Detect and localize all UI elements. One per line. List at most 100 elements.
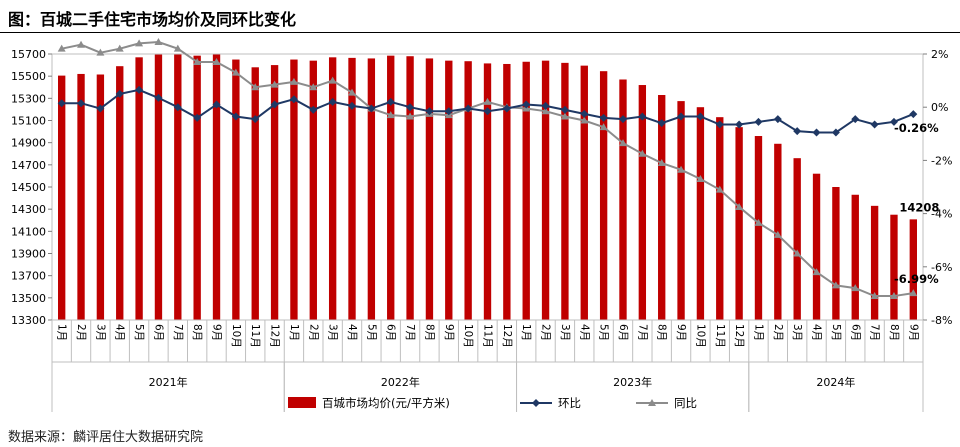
mom-point <box>696 112 705 121</box>
year-label: 2022年 <box>381 375 420 389</box>
axis-labels: 13300 13500 13700 13900 14100 14300 14500 14700… <box>11 48 952 389</box>
yoy-last-value-label: -6.99% <box>894 272 939 286</box>
left-tick-label: 15700 <box>11 48 46 61</box>
right-tick-label: 2% <box>931 48 948 61</box>
source-note: 数据来源：麟评居住大数据研究院 <box>8 430 204 445</box>
month-label: 11月 <box>482 324 494 348</box>
mom-point <box>909 110 918 119</box>
yoy-point <box>657 159 666 167</box>
yoy-point <box>251 83 260 91</box>
yoy-point <box>831 281 840 289</box>
yoy-point <box>560 112 569 120</box>
mom-point <box>425 107 434 116</box>
yoy-point <box>638 149 647 157</box>
month-label: 9月 <box>211 324 223 341</box>
month-label: 2月 <box>772 324 784 341</box>
price-bar <box>96 74 105 320</box>
price-bar <box>851 194 859 320</box>
mom-point <box>889 117 898 126</box>
yoy-point <box>541 107 550 115</box>
left-tick-label: 13900 <box>11 248 46 261</box>
yoy-point <box>812 268 821 276</box>
mom-point <box>754 117 763 126</box>
price-bar <box>658 95 666 320</box>
mom-point <box>502 104 511 113</box>
mom-point <box>96 104 105 113</box>
price-bar <box>290 59 298 321</box>
yoy-point <box>715 185 724 193</box>
yoy-point <box>96 48 105 56</box>
yoy-point <box>115 44 124 52</box>
month-label: 3月 <box>559 324 571 341</box>
yoy-point <box>193 57 202 65</box>
mom-point <box>444 107 453 116</box>
left-tick-label: 14500 <box>11 181 46 194</box>
mom-point <box>618 115 627 124</box>
month-label: 11月 <box>714 324 726 348</box>
month-label: 12月 <box>269 324 281 348</box>
yoy-point <box>289 77 298 85</box>
left-tick-label: 13700 <box>11 270 46 283</box>
yoy-point <box>270 80 279 88</box>
mom-point <box>135 85 144 94</box>
yoy-point <box>154 38 163 46</box>
mom-point <box>328 97 337 106</box>
right-tick-label: -8% <box>931 314 952 327</box>
right-tick-label: -6% <box>931 261 952 274</box>
month-label: 5月 <box>133 324 145 341</box>
mom-point <box>251 115 260 124</box>
mom-point <box>599 113 608 122</box>
month-label: 10月 <box>462 324 474 348</box>
price-bar <box>251 67 259 320</box>
price-bar <box>406 56 414 320</box>
yoy-point <box>580 116 589 124</box>
price-bar <box>193 55 201 320</box>
mom-point <box>348 101 357 110</box>
price-bar <box>870 205 879 320</box>
price-bar <box>638 85 647 321</box>
mom-point <box>580 109 589 118</box>
price-bar <box>483 63 492 320</box>
mom-point <box>406 103 415 112</box>
month-label: 4月 <box>114 324 126 341</box>
yoy-point <box>348 88 357 96</box>
month-label: 5月 <box>365 324 377 341</box>
month-label: 4月 <box>346 324 358 341</box>
price-bar <box>445 60 453 321</box>
mom-point <box>367 104 376 113</box>
yoy-point <box>599 123 608 131</box>
chart-canvas: 13300 13500 13700 13900 14100 14300 14500 14700… <box>11 38 952 412</box>
month-label: 11月 <box>249 324 261 348</box>
price-bar <box>561 62 569 320</box>
price-bar <box>348 57 356 321</box>
mom-point <box>154 93 163 102</box>
yoy-point <box>793 249 802 257</box>
chart-title: 图：百城二手住宅市场均价及同环比变化 <box>8 10 297 29</box>
mom-last-value-label: -0.26% <box>894 121 939 135</box>
mom-point <box>793 127 802 136</box>
month-label: 3月 <box>94 324 106 341</box>
price-bar <box>464 61 472 321</box>
month-label: 3月 <box>791 324 803 341</box>
month-label: 12月 <box>501 324 513 348</box>
price-bar <box>812 173 821 320</box>
yoy-point <box>889 292 898 300</box>
mom-point <box>831 128 840 137</box>
mom-point <box>483 107 492 116</box>
yoy-point <box>870 292 879 300</box>
price-bar <box>580 65 588 320</box>
month-label: 7月 <box>869 324 881 341</box>
month-label: 5月 <box>830 324 842 341</box>
mom-point <box>386 97 395 106</box>
mom-point <box>560 105 569 114</box>
yoy-point <box>328 76 337 84</box>
month-label: 1月 <box>288 324 300 341</box>
price-bar <box>503 63 511 320</box>
yoy-point <box>386 111 395 119</box>
month-label: 3月 <box>327 324 339 341</box>
month-label: 1月 <box>56 324 68 341</box>
legend-bar-label: 百城市场均价(元/平方米) <box>322 396 450 410</box>
legend-mom-label: 环比 <box>558 396 581 410</box>
price-bar <box>716 117 724 320</box>
price-bar <box>793 158 801 320</box>
